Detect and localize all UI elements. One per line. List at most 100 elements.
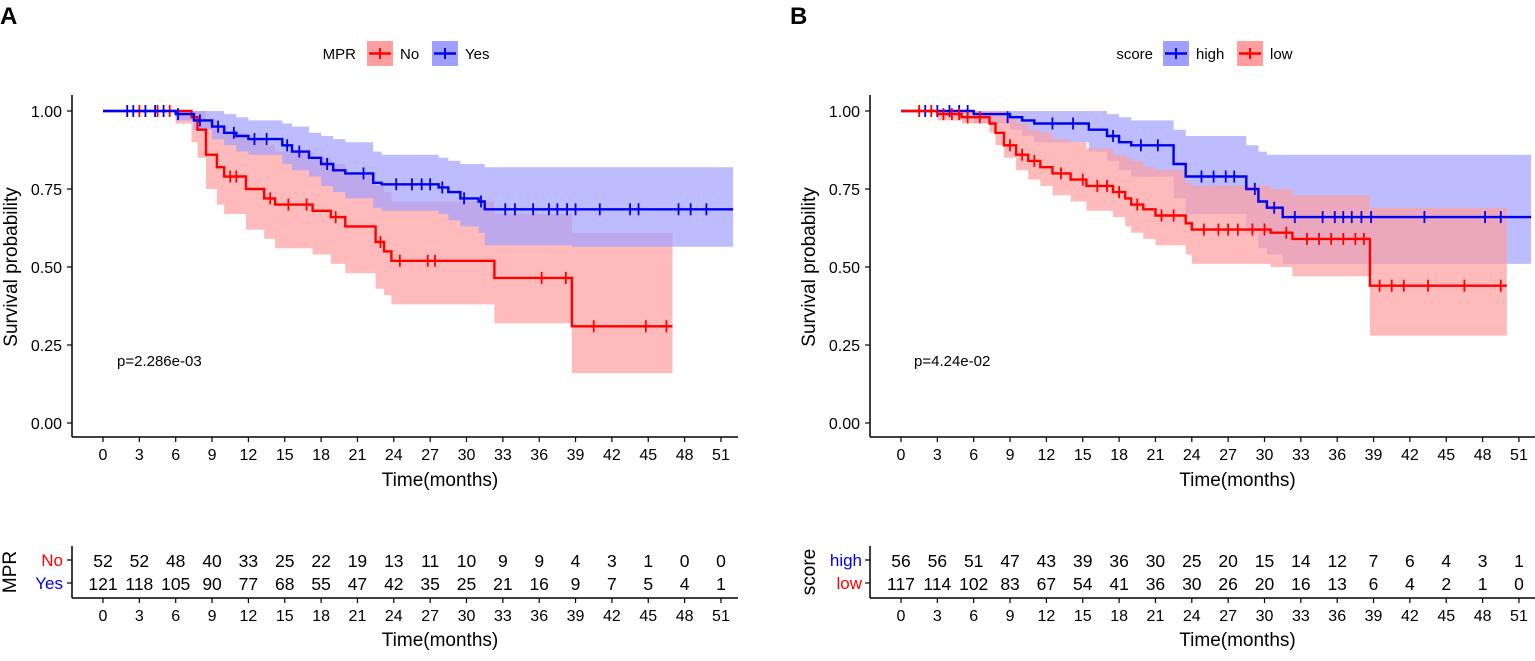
y-axis-title: Survival probability [799,187,820,347]
x-tick-label: 24 [385,447,403,464]
risk-count-Yes: 90 [202,574,222,594]
risk-count-low: 2 [1441,574,1451,594]
risk-count-Yes: 7 [607,574,617,594]
risk-count-low: 117 [887,574,915,594]
y-tick-label: 0.75 [31,182,62,199]
risk-count-No: 48 [166,551,185,571]
risk-x-tick-label: 45 [639,608,657,625]
x-tick-label: 9 [1006,447,1015,464]
y-tick-label: 0.50 [31,260,62,277]
x-tick-label: 6 [171,447,180,464]
risk-count-high: 47 [1000,551,1019,571]
risk-x-tick-label: 48 [1474,608,1492,625]
risk-count-No: 0 [680,551,690,571]
x-tick-label: 51 [1510,447,1528,464]
risk-count-low: 4 [1405,574,1415,594]
curves [103,105,734,333]
risk-count-No: 52 [130,551,149,571]
risk-x-tick-label: 42 [603,608,621,625]
risk-count-Yes: 1 [716,574,726,594]
x-tick-label: 36 [1328,447,1346,464]
risk-count-high: 6 [1405,551,1415,571]
curves [901,105,1532,292]
risk-x-tick-label: 30 [458,608,476,625]
risk-x-tick-label: 45 [1437,608,1455,625]
risk-table-title: MPR [0,551,21,593]
risk-x-tick-label: 15 [1074,608,1092,625]
risk-x-tick-label: 42 [1401,608,1419,625]
risk-count-high: 20 [1218,551,1238,571]
risk-x-axis-title: Time(months) [382,630,498,651]
risk-x-tick-label: 24 [1183,608,1201,625]
x-tick-label: 9 [208,447,217,464]
risk-x-tick-label: 39 [1365,608,1383,625]
risk-count-high: 36 [1109,551,1128,571]
y-tick-label: 0.00 [829,416,860,433]
x-tick-label: 30 [1256,447,1274,464]
x-tick-label: 33 [1292,447,1310,464]
risk-table-title: score [799,549,820,595]
risk-count-Yes: 68 [275,574,294,594]
risk-count-low: 114 [923,574,951,594]
risk-count-No: 13 [384,551,403,571]
x-tick-label: 24 [1183,447,1201,464]
risk-count-Yes: 121 [88,574,117,594]
risk-count-Yes: 16 [529,574,548,594]
survival-curve-high [901,109,1532,219]
legend-title: score [1116,46,1153,63]
x-tick-label: 27 [421,447,439,464]
risk-x-tick-label: 39 [567,608,585,625]
risk-count-low: 0 [1514,574,1524,594]
risk-x-tick-label: 3 [135,608,144,625]
risk-x-tick-label: 18 [312,608,330,625]
risk-row-label-Yes: Yes [35,574,63,593]
p-value: p=4.24e-02 [914,353,990,370]
legend-label-No: No [400,46,419,63]
x-tick-label: 6 [969,447,978,464]
risk-count-No: 52 [93,551,112,571]
y-tick-label: 1.00 [829,104,860,121]
x-tick-label: 18 [1110,447,1128,464]
x-axis-title: Time(months) [382,470,498,491]
x-tick-label: 21 [349,447,367,464]
risk-count-high: 4 [1441,551,1451,571]
risk-count-Yes: 55 [311,574,330,594]
y-tick-label: 0.75 [829,182,860,199]
risk-count-Yes: 42 [384,574,403,594]
risk-count-high: 56 [891,551,910,571]
y-tick-label: 0.25 [829,338,860,355]
x-tick-label: 3 [933,447,942,464]
x-tick-label: 48 [1474,447,1492,464]
x-tick-label: 15 [276,447,294,464]
risk-count-Yes: 77 [239,574,258,594]
risk-count-No: 1 [643,551,653,571]
legend-label-high: high [1196,46,1224,63]
risk-count-low: 102 [959,574,988,594]
risk-x-tick-label: 3 [933,608,942,625]
x-axis-title: Time(months) [1179,470,1295,491]
risk-count-low: 41 [1109,574,1128,594]
risk-x-tick-label: 33 [1292,608,1310,625]
risk-x-tick-label: 0 [897,608,906,625]
x-tick-label: 39 [567,447,585,464]
bands [901,111,1532,336]
x-tick-label: 36 [530,447,548,464]
risk-count-No: 25 [275,551,294,571]
x-tick-label: 45 [1437,447,1455,464]
risk-x-tick-label: 0 [99,608,108,625]
risk-count-low: 26 [1218,574,1237,594]
risk-count-high: 7 [1369,551,1379,571]
risk-x-tick-label: 27 [1219,608,1237,625]
x-tick-label: 0 [897,447,906,464]
risk-x-tick-label: 18 [1110,608,1128,625]
risk-x-tick-label: 24 [385,608,403,625]
x-tick-label: 33 [494,447,512,464]
risk-count-Yes: 47 [348,574,367,594]
risk-count-high: 12 [1327,551,1346,571]
survival-curve-low [901,109,1507,287]
risk-count-No: 40 [202,551,222,571]
risk-x-tick-label: 12 [1038,608,1056,625]
